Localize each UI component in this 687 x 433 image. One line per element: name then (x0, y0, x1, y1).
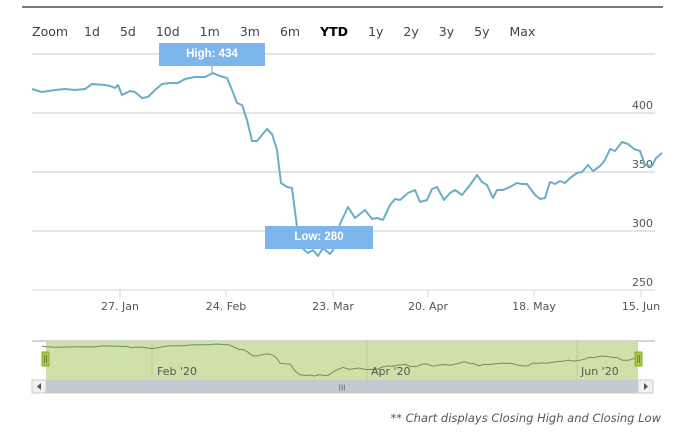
scrollbar-right-arrow[interactable] (637, 379, 654, 394)
high-annotation: High: 434 (159, 43, 265, 66)
range-button-3y[interactable]: 3y (438, 23, 455, 39)
zoom-label: Zoom (32, 23, 69, 39)
scrollbar-grip: III (338, 384, 345, 393)
y-tick-label: 250 (632, 276, 653, 289)
navigator-label: Apr '20 (371, 365, 411, 378)
range-button-ytd[interactable]: YTD (320, 23, 349, 39)
range-button-1m[interactable]: 1m (199, 23, 220, 39)
y-axis-labels: 250 300 350 400 (632, 99, 653, 289)
x-tick-label: 23. Mar (312, 300, 354, 313)
range-button-3m[interactable]: 3m (239, 23, 260, 39)
range-button-5y[interactable]: 5y (474, 23, 490, 39)
navigator-selection[interactable] (46, 341, 638, 380)
low-annotation: Low: 280 (265, 226, 373, 249)
range-selector: Zoom 1d 5d 10d 1m 3m 6m YTD 1y 2y 3y 5y Max (32, 22, 555, 40)
top-border (22, 6, 663, 8)
range-button-5d[interactable]: 5d (119, 23, 136, 39)
scrollbar-left-arrow[interactable] (31, 379, 47, 394)
range-button-6m[interactable]: 6m (279, 23, 301, 39)
y-tick-label: 350 (632, 158, 653, 171)
range-button-2y[interactable]: 2y (403, 23, 419, 39)
chart-footnote: ** Chart displays Closing High and Closi… (390, 411, 661, 425)
navigator-right-handle[interactable] (634, 351, 643, 367)
range-button-10d[interactable]: 10d (155, 23, 180, 39)
range-button-1d[interactable]: 1d (84, 23, 100, 39)
y-tick-label: 400 (632, 99, 653, 112)
x-tick-label: 27. Jan (101, 300, 139, 313)
price-line (31, 72, 663, 257)
navigator-label: Feb '20 (157, 365, 197, 378)
scrollbar-thumb[interactable] (46, 380, 638, 393)
x-tick-label: 18. May (512, 300, 556, 313)
x-tick-label: 15. Jun (622, 300, 660, 313)
y-tick-label: 300 (632, 217, 653, 230)
navigator-label: Jun '20 (580, 365, 619, 378)
gridlines (32, 53, 655, 232)
x-tick-label: 24. Feb (206, 300, 246, 313)
range-button-max[interactable]: Max (509, 23, 536, 39)
range-button-1y[interactable]: 1y (368, 23, 384, 39)
navigator-left-handle[interactable] (41, 351, 50, 367)
x-tick-label: 20. Apr (408, 300, 448, 313)
x-axis-ticks: 27. Jan 24. Feb 23. Mar 20. Apr 18. May 15. J… (101, 290, 660, 313)
navigator-series (41, 343, 639, 377)
